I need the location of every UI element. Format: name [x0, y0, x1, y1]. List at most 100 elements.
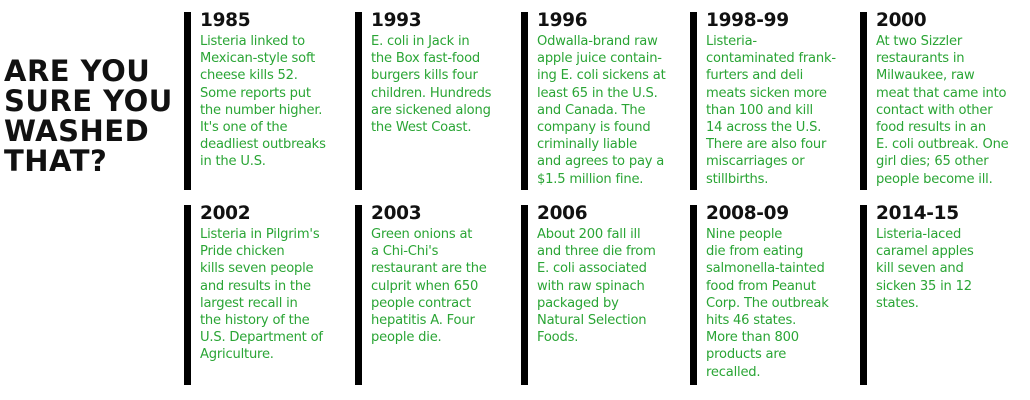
description-line: Natural Selection [537, 313, 647, 329]
timeline-description: Listeria-laced caramel apples kill seven a… [876, 226, 974, 312]
description-line: cheese kills 52. [200, 68, 298, 84]
timeline-bar [184, 205, 191, 385]
description-line: and Canada. The [537, 102, 646, 118]
description-line: $1.5 million fine. [537, 171, 644, 187]
description-line: Listeria linked to [200, 34, 305, 49]
timeline-year: 1985 [200, 10, 251, 31]
description-line: and agrees to pay a [537, 154, 665, 170]
headline-line: ARE YOU [4, 54, 151, 88]
description-line: More than 800 [706, 330, 799, 346]
description-line: contact with other [876, 102, 993, 118]
description-line: contaminated frank- [706, 51, 836, 67]
description-line: U.S. Department of [200, 330, 323, 346]
timeline-bar [355, 12, 362, 190]
description-line: least 65 in the U.S. [537, 85, 658, 101]
headline: ARE YOU SURE YOU WASHED THAT? [4, 56, 182, 176]
description-line: Mexican-style soft [200, 51, 316, 67]
timeline-description: At two Sizzler restaurants in Milwaukee, r… [876, 33, 1009, 188]
description-line: Milwaukee, raw [876, 68, 975, 84]
description-line: ing E. coli sickens at [537, 68, 666, 84]
description-line: stillbirths. [706, 171, 769, 187]
timeline-year: 1993 [371, 10, 422, 31]
description-line: Listeria in Pilgrim's [200, 227, 320, 242]
timeline-bar [860, 12, 867, 190]
description-line: At two Sizzler [876, 34, 963, 49]
timeline-description: Listeria linked to Mexican-style soft chee… [200, 33, 326, 171]
timeline-description: About 200 fall ill and three die from E. c… [537, 226, 656, 346]
timeline-bar [690, 12, 697, 190]
description-line: with raw spinach [537, 278, 645, 294]
description-line: children. Hundreds [371, 85, 492, 101]
timeline-description: Nine people die from eating salmonella-tai… [706, 226, 829, 381]
description-line: people contract [371, 295, 471, 311]
description-line: deadliest outbreaks [200, 137, 326, 153]
description-line: salmonella-tainted [706, 261, 825, 277]
description-line: Foods. [537, 330, 579, 346]
description-line: the West Coast. [371, 120, 472, 136]
description-line: There are also four [706, 137, 827, 153]
description-line: the number higher. [200, 102, 323, 118]
description-line: the Box fast-food [371, 51, 481, 67]
description-line: states. [876, 295, 919, 311]
timeline-bar [860, 205, 867, 385]
timeline-year: 2002 [200, 203, 251, 224]
timeline-description: E. coli in Jack in the Box fast-food burge… [371, 33, 492, 136]
description-line: hepatitis A. Four [371, 313, 475, 329]
description-line: furters and deli [706, 68, 804, 84]
description-line: are sickened along [371, 102, 491, 118]
description-line: in the U.S. [200, 154, 266, 170]
description-line: kills seven people [200, 261, 314, 277]
timeline-description: Green onions at a Chi-Chi's restaurant are… [371, 226, 487, 346]
description-line: girl dies; 65 other [876, 154, 989, 170]
description-line: Odwalla-brand raw [537, 34, 658, 49]
description-line: a Chi-Chi's [371, 244, 439, 260]
description-line: About 200 fall ill [537, 227, 641, 242]
description-line: recalled. [706, 364, 761, 380]
description-line: Corp. The outbreak [706, 295, 829, 311]
timeline-bar [521, 12, 528, 190]
description-line: Listeria-laced [876, 227, 962, 242]
description-line: 14 across the U.S. [706, 120, 822, 136]
description-line: burgers kills four [371, 68, 478, 84]
timeline-year: 2000 [876, 10, 927, 31]
description-line: and results in the [200, 278, 311, 294]
description-line: meats sicken more [706, 85, 827, 101]
timeline-year: 1996 [537, 10, 588, 31]
description-line: food results in an [876, 120, 986, 136]
description-line: meat that came into [876, 85, 1007, 101]
description-line: company is found [537, 120, 651, 136]
timeline-description: Odwalla-brand raw apple juice contain-ing… [537, 33, 666, 188]
headline-line: THAT? [4, 144, 108, 178]
timeline-bar [690, 205, 697, 385]
timeline-year: 2006 [537, 203, 588, 224]
description-line: the history of the [200, 313, 310, 329]
timeline-year: 2014-15 [876, 203, 959, 224]
description-line: restaurant are the [371, 261, 487, 277]
description-line: criminally liable [537, 137, 638, 153]
description-line: E. coli in Jack in [371, 34, 470, 49]
description-line: E. coli outbreak. One [876, 137, 1009, 153]
description-line: Nine people [706, 227, 783, 242]
description-line: Pride chicken [200, 244, 285, 260]
timeline-year: 2003 [371, 203, 422, 224]
description-line: Green onions at [371, 227, 473, 242]
description-line: people die. [371, 330, 442, 346]
timeline-bar [184, 12, 191, 190]
timeline-year: 1998-99 [706, 10, 789, 31]
description-line: miscarriages or [706, 154, 805, 170]
description-line: food from Peanut [706, 278, 816, 294]
description-line: It's one of the [200, 120, 288, 136]
timeline-description: Listeria in Pilgrim's Pride chicken kills … [200, 226, 323, 364]
description-line: Listeria- [706, 34, 757, 49]
timeline-bar [521, 205, 528, 385]
timeline-description: Listeria-contaminated frank-furters and … [706, 33, 836, 188]
description-line: packaged by [537, 295, 619, 311]
timeline-bar [355, 205, 362, 385]
description-line: products are [706, 347, 787, 363]
description-line: culprit when 650 [371, 278, 479, 294]
description-line: kill seven and [876, 261, 964, 277]
headline-line: WASHED [4, 114, 150, 148]
description-line: E. coli associated [537, 261, 647, 277]
description-line: sicken 35 in 12 [876, 278, 972, 294]
description-line: hits 46 states. [706, 313, 797, 329]
